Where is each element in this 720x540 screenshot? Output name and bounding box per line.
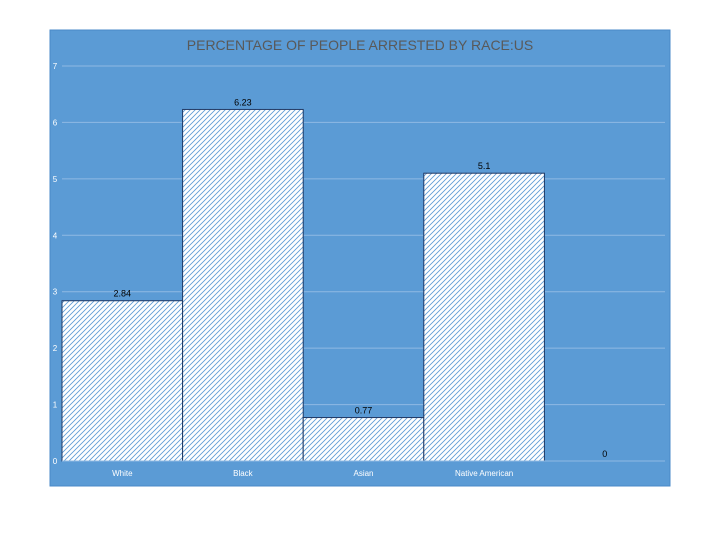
data-label: 5.1 — [478, 161, 491, 171]
bar — [302, 417, 425, 462]
bars — [61, 108, 545, 462]
y-axis-ticks: 0 1 2 3 4 5 6 7 — [53, 62, 58, 466]
y-tick-label: 1 — [53, 401, 58, 410]
y-tick-label: 7 — [53, 62, 58, 71]
bar — [61, 300, 184, 462]
x-axis-ticks: White Black Asian Native American — [112, 469, 513, 478]
chart-title: PERCENTAGE OF PEOPLE ARRESTED BY RACE:US — [187, 37, 533, 53]
data-label: 6.23 — [234, 97, 252, 107]
y-tick-label: 3 — [53, 288, 58, 297]
data-label: 2.84 — [114, 289, 132, 299]
data-label: 0 — [602, 449, 607, 459]
y-tick-label: 6 — [53, 118, 58, 127]
data-label: 0.77 — [355, 406, 373, 416]
y-tick-label: 0 — [53, 457, 58, 466]
y-tick-label: 2 — [53, 344, 58, 353]
x-tick-label: Native American — [455, 469, 513, 478]
x-tick-label: Black — [233, 469, 254, 478]
y-tick-label: 4 — [53, 231, 58, 240]
bar — [182, 108, 304, 462]
x-tick-label: Asian — [353, 469, 373, 478]
x-tick-label: White — [112, 469, 133, 478]
bar — [423, 172, 545, 462]
y-tick-label: 5 — [53, 175, 58, 184]
data-labels: 2.84 6.23 0.77 5.1 0 — [114, 97, 608, 459]
